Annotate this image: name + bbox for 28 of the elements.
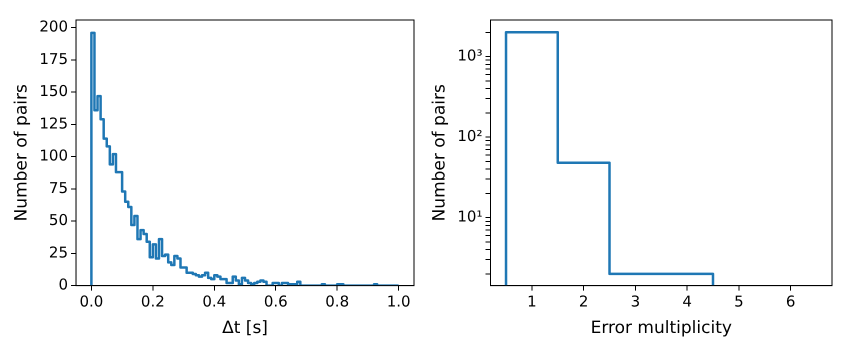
x-tick-label: 0.2 [140, 292, 165, 310]
x-axis-title: Error multiplicity [590, 318, 732, 338]
y-tick-label: 0 [58, 275, 68, 294]
x-tick-label: 0.8 [325, 292, 350, 310]
x-tick-label: 3 [630, 292, 640, 310]
x-tick-label: 0.6 [264, 292, 288, 310]
y-tick-label: 75 [48, 178, 68, 197]
y-tick-label: 175 [39, 50, 68, 68]
y-tick-label: 125 [39, 114, 68, 132]
x-axis-title: Δt [s] [222, 318, 268, 338]
y-tick-label: 100 [39, 146, 68, 165]
x-tick-label: 1 [527, 292, 537, 310]
y-tick-label: 10² [457, 126, 482, 145]
y-axis-title: Number of pairs [12, 84, 32, 222]
x-tick-label: 2 [578, 292, 588, 310]
x-tick-label: 5 [734, 292, 744, 310]
y-tick-label: 25 [48, 243, 68, 262]
y-tick-label: 50 [48, 211, 68, 230]
x-tick-label: 0.0 [79, 292, 104, 310]
y-tick-label: 10³ [457, 46, 482, 64]
y-tick-label: 200 [39, 18, 68, 36]
y-tick-label: 10¹ [457, 207, 482, 226]
x-tick-label: 4 [682, 292, 692, 310]
x-tick-label: 1.0 [386, 292, 411, 310]
y-tick-label: 150 [39, 82, 68, 100]
x-tick-label: 6 [786, 292, 796, 310]
x-tick-label: 0.4 [202, 292, 226, 310]
y-axis-title: Number of pairs [430, 84, 450, 222]
